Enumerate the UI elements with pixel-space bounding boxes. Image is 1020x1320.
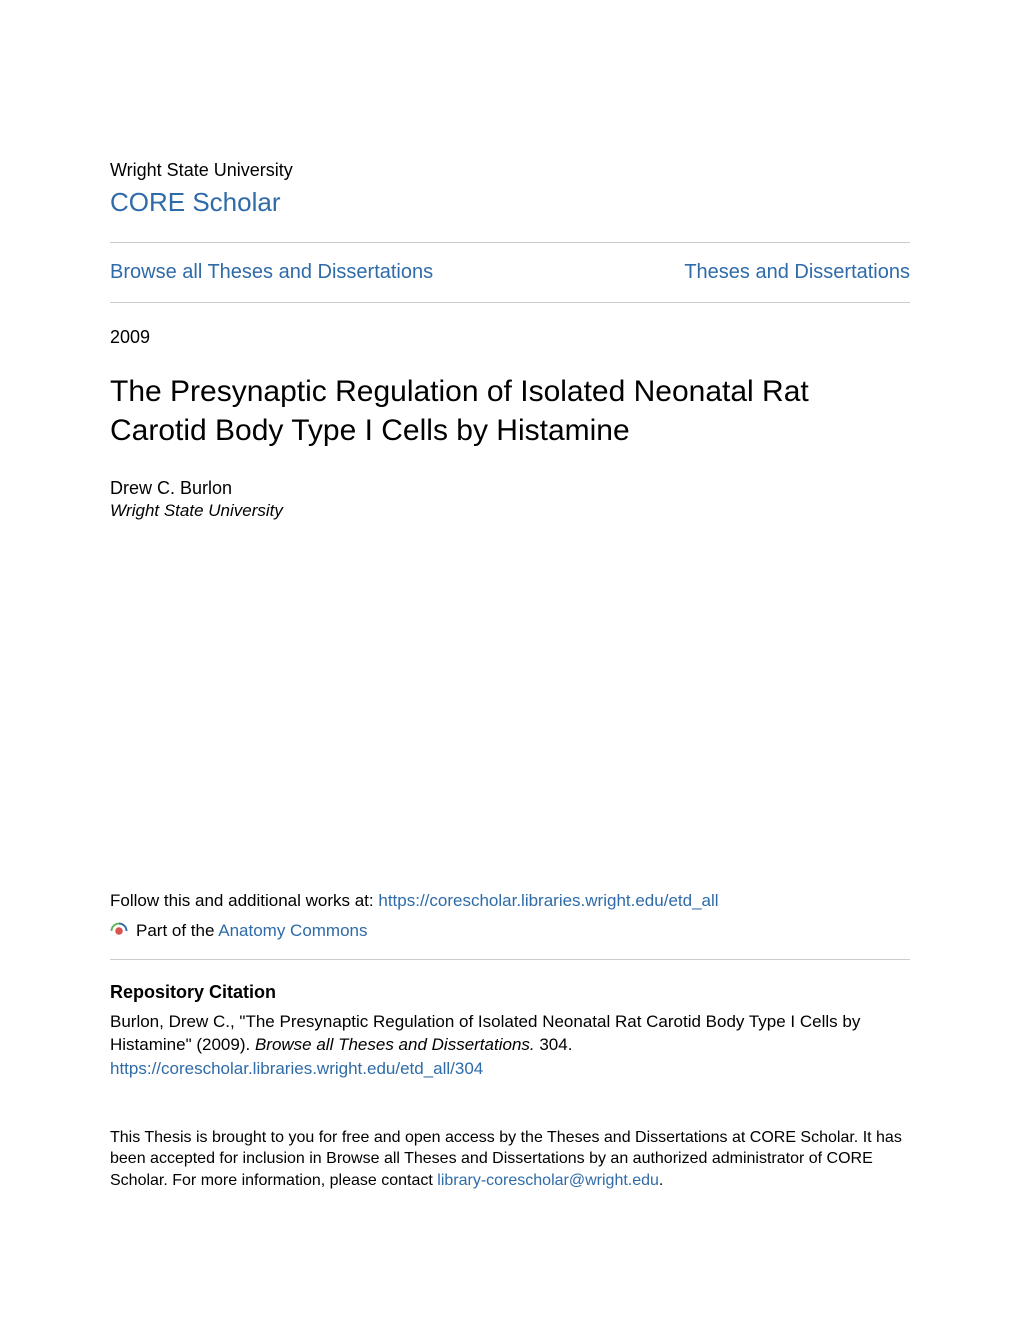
footer-period: .	[659, 1172, 663, 1189]
citation-heading: Repository Citation	[110, 982, 910, 1003]
page-container: Wright State University CORE Scholar Bro…	[110, 160, 910, 1192]
citation-text: Burlon, Drew C., "The Presynaptic Regula…	[110, 1011, 910, 1057]
citation-number: 304.	[539, 1035, 572, 1054]
follow-text: Follow this and additional works at: htt…	[110, 891, 910, 911]
network-icon	[110, 922, 128, 940]
part-of-row: Part of the Anatomy Commons	[110, 921, 910, 941]
citation-section: Repository Citation Burlon, Drew C., "Th…	[110, 982, 910, 1079]
document-title: The Presynaptic Regulation of Isolated N…	[110, 372, 910, 450]
divider-nav-bottom	[110, 302, 910, 303]
publication-year: 2009	[110, 327, 910, 348]
divider-follow-bottom	[110, 959, 910, 960]
follow-prefix: Follow this and additional works at:	[110, 891, 378, 910]
institution-name: Wright State University	[110, 160, 910, 181]
author-affiliation: Wright State University	[110, 501, 910, 521]
repo-name-link[interactable]: CORE Scholar	[110, 187, 281, 218]
part-of-prefix: Part of the	[136, 921, 218, 940]
follow-url-link[interactable]: https://corescholar.libraries.wright.edu…	[378, 891, 718, 910]
nav-link-theses[interactable]: Theses and Dissertations	[684, 261, 910, 284]
citation-link[interactable]: https://corescholar.libraries.wright.edu…	[110, 1059, 910, 1079]
citation-series: Browse all Theses and Dissertations.	[255, 1035, 539, 1054]
nav-row: Browse all Theses and Dissertations Thes…	[110, 243, 910, 302]
author-name: Drew C. Burlon	[110, 478, 910, 499]
footer-email-link[interactable]: library-corescholar@wright.edu	[437, 1172, 659, 1189]
commons-link[interactable]: Anatomy Commons	[218, 921, 367, 940]
footer-text: This Thesis is brought to you for free a…	[110, 1127, 910, 1192]
follow-section: Follow this and additional works at: htt…	[110, 891, 910, 941]
nav-link-browse-all[interactable]: Browse all Theses and Dissertations	[110, 261, 433, 284]
part-of-text: Part of the Anatomy Commons	[136, 921, 368, 941]
